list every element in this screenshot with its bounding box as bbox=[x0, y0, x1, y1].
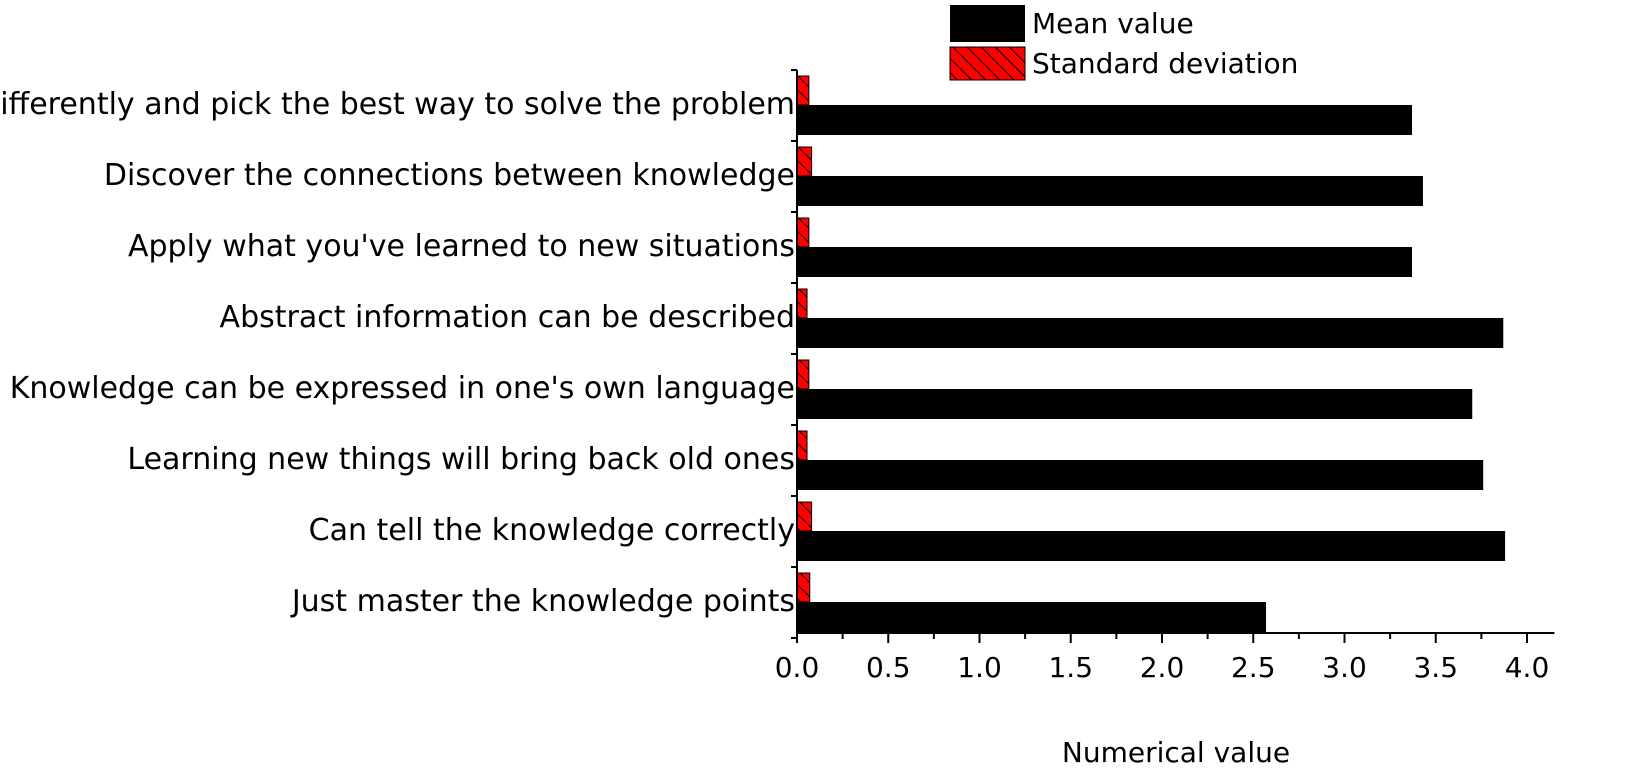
bar-mean-value bbox=[797, 602, 1267, 632]
bar-standard-deviation bbox=[796, 572, 811, 603]
x-tick-label: 3.0 bbox=[1322, 651, 1367, 684]
x-axis-title: Numerical value bbox=[1062, 736, 1290, 769]
x-tick-label: 0.5 bbox=[866, 651, 911, 684]
legend-label-standard-deviation: Standard deviation bbox=[1032, 47, 1298, 80]
category-label: Learning new things will bring back old … bbox=[127, 442, 795, 477]
bar-standard-deviation bbox=[796, 501, 813, 532]
x-tick-label: 2.5 bbox=[1231, 651, 1276, 684]
bar-mean-value bbox=[797, 389, 1473, 419]
category-label: Abstract information can be described bbox=[220, 300, 795, 335]
legend: Mean value Standard deviation bbox=[949, 5, 1298, 81]
bar-mean-value bbox=[797, 105, 1413, 135]
bar-standard-deviation bbox=[796, 359, 810, 390]
x-tick-label: 1.0 bbox=[957, 651, 1002, 684]
bar-standard-deviation bbox=[796, 430, 808, 461]
bar-standard-deviation bbox=[796, 146, 813, 177]
x-tick-label: 1.5 bbox=[1048, 651, 1093, 684]
bar-mean-value bbox=[797, 531, 1506, 561]
legend-swatch-standard-deviation bbox=[949, 46, 1026, 81]
category-label: Just master the knowledge points bbox=[290, 584, 795, 619]
bar-mean-value bbox=[797, 318, 1504, 348]
category-label: Discover the connections between knowled… bbox=[104, 158, 795, 193]
category-label: Apply what you've learned to new situati… bbox=[128, 229, 795, 264]
category-label: Knowledge can be expressed in one's own … bbox=[10, 371, 795, 406]
x-tick-label: 0.0 bbox=[775, 651, 820, 684]
bar-mean-value bbox=[797, 176, 1423, 206]
bar-mean-value bbox=[797, 460, 1484, 490]
x-tick-label: 2.0 bbox=[1140, 651, 1185, 684]
category-label: Think differently and pick the best way … bbox=[0, 87, 795, 122]
legend-swatch-mean-value bbox=[950, 5, 1025, 42]
bar-standard-deviation bbox=[796, 75, 810, 106]
x-tick-label: 3.5 bbox=[1413, 651, 1458, 684]
bar-standard-deviation bbox=[796, 288, 808, 319]
legend-label-mean-value: Mean value bbox=[1032, 7, 1194, 40]
bar-standard-deviation bbox=[796, 217, 810, 248]
x-tick-label: 4.0 bbox=[1505, 651, 1550, 684]
category-label: Can tell the knowledge correctly bbox=[309, 513, 795, 548]
bar-mean-value bbox=[797, 247, 1413, 277]
plot-area: Think differently and pick the best way … bbox=[0, 69, 1555, 684]
